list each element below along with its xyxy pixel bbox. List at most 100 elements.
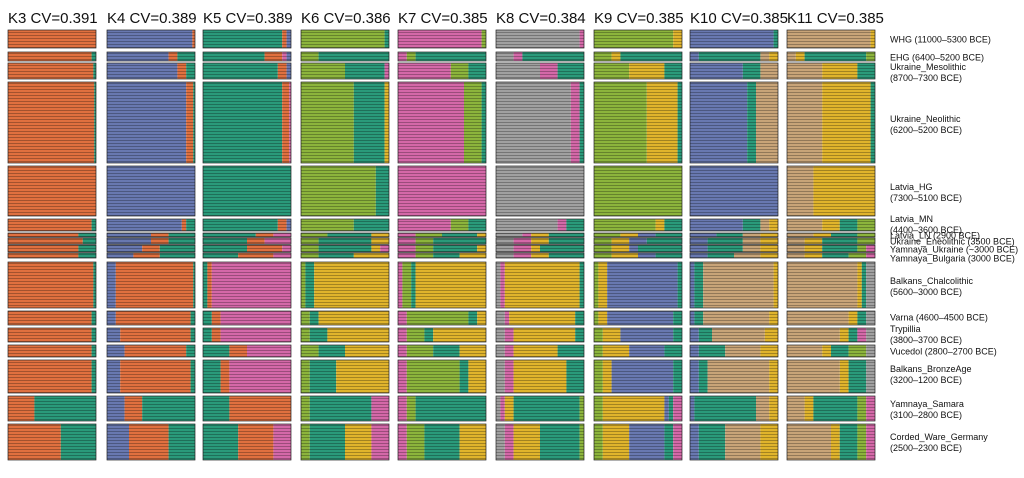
group-outline [593, 232, 683, 238]
group-outline [495, 244, 585, 253]
individual-lines [301, 253, 389, 258]
group-label: Latvia_LN (2900 BCE) [890, 230, 980, 240]
individual-lines [398, 245, 486, 252]
group-label: Yamnaya_Samara [890, 399, 964, 409]
individual-lines [203, 238, 291, 244]
group-outline [593, 344, 683, 358]
individual-lines [301, 360, 389, 393]
individual-lines [690, 311, 778, 325]
group-outline [7, 218, 97, 232]
individual-lines [203, 30, 291, 48]
individual-lines [690, 238, 778, 244]
individual-lines [496, 233, 584, 237]
group-label: Yamnaya_Bulgaria (3000 BCE) [890, 253, 1015, 263]
group-outline [495, 62, 585, 80]
group-outline [495, 261, 585, 309]
individual-lines [301, 82, 389, 163]
group-outline [397, 218, 487, 232]
individual-lines [398, 360, 486, 393]
group-outline [689, 344, 779, 358]
group-label: Vucedol (2800–2700 BCE) [890, 346, 997, 356]
group-outline [397, 359, 487, 394]
individual-lines [690, 52, 778, 61]
group-outline [202, 218, 292, 232]
group-outline [300, 29, 390, 49]
individual-lines [8, 345, 96, 357]
group-outline [786, 359, 876, 394]
individual-lines [8, 253, 96, 258]
group-outline [495, 395, 585, 422]
group-outline [593, 237, 683, 245]
individual-lines [787, 82, 875, 163]
individual-lines [203, 63, 291, 79]
group-outline [786, 81, 876, 164]
group-outline [689, 218, 779, 232]
individual-lines [203, 396, 291, 421]
panel-title: K3 CV=0.391 [8, 10, 98, 27]
group-label: Ukraine_Neolithic [890, 114, 961, 124]
individual-lines [8, 262, 96, 308]
group-outline [593, 359, 683, 394]
individual-lines [594, 63, 682, 79]
individual-lines [8, 424, 96, 460]
individual-lines [496, 245, 584, 252]
individual-lines [301, 219, 389, 231]
individual-lines [594, 360, 682, 393]
group-outline [786, 252, 876, 259]
individual-lines [690, 82, 778, 163]
group-outline [106, 252, 196, 259]
group-outline [495, 344, 585, 358]
individual-lines [203, 360, 291, 393]
individual-lines [203, 82, 291, 163]
group-outline [202, 29, 292, 49]
individual-lines [8, 233, 96, 237]
group-outline [593, 252, 683, 259]
group-outline [7, 261, 97, 309]
group-outline [300, 244, 390, 253]
group-outline [106, 165, 196, 217]
individual-lines [8, 396, 96, 421]
individual-lines [301, 166, 389, 216]
individual-lines [496, 253, 584, 258]
group-label: Balkans_Chalcolithic [890, 276, 974, 286]
individual-lines [203, 328, 291, 342]
group-outline [106, 81, 196, 164]
individual-lines [594, 345, 682, 357]
individual-lines [301, 52, 389, 61]
group-label: (4400–3600 BCE) [890, 225, 962, 235]
individual-lines [496, 360, 584, 393]
individual-lines [398, 52, 486, 61]
group-outline [300, 327, 390, 343]
individual-lines [107, 253, 195, 258]
group-outline [397, 51, 487, 62]
group-outline [397, 232, 487, 238]
group-outline [397, 252, 487, 259]
individual-lines [496, 424, 584, 460]
individual-lines [107, 396, 195, 421]
group-outline [397, 237, 487, 245]
group-outline [786, 344, 876, 358]
individual-lines [8, 328, 96, 342]
individual-lines [787, 311, 875, 325]
group-outline [106, 29, 196, 49]
individual-lines [398, 328, 486, 342]
group-outline [689, 244, 779, 253]
individual-lines [107, 233, 195, 237]
individual-lines [690, 360, 778, 393]
group-outline [786, 165, 876, 217]
group-outline [786, 395, 876, 422]
group-label: (3800–3700 BCE) [890, 335, 962, 345]
group-outline [689, 310, 779, 326]
individual-lines [496, 345, 584, 357]
group-outline [593, 81, 683, 164]
group-outline [300, 237, 390, 245]
group-outline [593, 310, 683, 326]
group-outline [495, 232, 585, 238]
individual-lines [398, 233, 486, 237]
group-outline [786, 62, 876, 80]
group-outline [106, 359, 196, 394]
group-outline [300, 232, 390, 238]
group-outline [106, 237, 196, 245]
individual-lines [496, 328, 584, 342]
panel-title: K5 CV=0.389 [203, 10, 293, 27]
